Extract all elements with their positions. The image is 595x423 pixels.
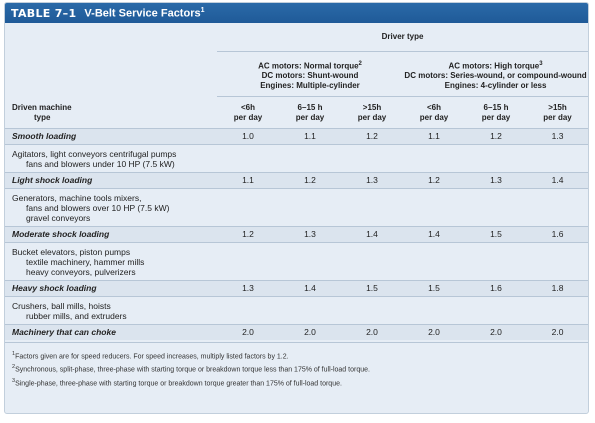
factor-value: 1.5 bbox=[465, 225, 527, 242]
factor-value: 1.2 bbox=[217, 225, 279, 242]
driver-group-normal-torque: AC motors: Normal torque2 DC motors: Shu… bbox=[258, 60, 362, 91]
factor-value: 2.0 bbox=[217, 323, 279, 340]
factor-value: 1.2 bbox=[279, 171, 341, 188]
factor-value: 1.3 bbox=[527, 127, 588, 144]
row-description: Bucket elevators, piston pumps textile m… bbox=[5, 241, 588, 280]
table-row: Smooth loading 1.0 1.1 1.2 1.1 1.2 1.3 bbox=[5, 127, 588, 144]
col-header: 6–15 h per day bbox=[295, 102, 325, 122]
factor-value: 1.1 bbox=[279, 127, 341, 144]
footnotes: 1Factors given are for speed reducers. F… bbox=[5, 342, 588, 389]
table-row: Heavy shock loading 1.3 1.4 1.5 1.5 1.6 … bbox=[5, 279, 588, 296]
factor-value: 1.1 bbox=[403, 127, 465, 144]
driven-machine-header: Driven machine type bbox=[12, 102, 72, 122]
factor-value: 1.3 bbox=[341, 171, 403, 188]
table-number: TABLE 7–1 bbox=[11, 6, 77, 20]
col-header: <6h per day bbox=[419, 102, 449, 122]
factor-value: 1.0 bbox=[217, 127, 279, 144]
factor-value: 1.5 bbox=[403, 279, 465, 296]
factor-value: 1.3 bbox=[279, 225, 341, 242]
row-description: Generators, machine tools mixers, fans a… bbox=[5, 187, 588, 226]
footnote: 1Factors given are for speed reducers. F… bbox=[12, 351, 289, 361]
factor-value: 1.2 bbox=[465, 127, 527, 144]
factor-value: 1.4 bbox=[527, 171, 588, 188]
factor-value: 1.4 bbox=[403, 225, 465, 242]
table-title: V-Belt Service Factors1 bbox=[84, 6, 205, 20]
table-row: Light shock loading 1.1 1.2 1.3 1.2 1.3 … bbox=[5, 171, 588, 188]
factor-value: 1.5 bbox=[341, 279, 403, 296]
table-row: Machinery that can choke 2.0 2.0 2.0 2.0… bbox=[5, 323, 588, 340]
factor-value: 1.8 bbox=[527, 279, 588, 296]
col-header: 6–15 h per day bbox=[481, 102, 511, 122]
col-header: >15h per day bbox=[357, 102, 387, 122]
factor-value: 1.6 bbox=[527, 225, 588, 242]
factor-value: 2.0 bbox=[465, 323, 527, 340]
factor-value: 1.4 bbox=[341, 225, 403, 242]
row-name: Moderate shock loading bbox=[5, 225, 217, 242]
factor-value: 1.2 bbox=[403, 171, 465, 188]
footnote: 2Synchronous, split-phase, three-phase w… bbox=[12, 364, 370, 374]
driver-type-header: Driver type bbox=[381, 31, 424, 41]
row-description: Crushers, ball mills, hoists rubber mill… bbox=[5, 295, 588, 324]
driver-group-high-torque: AC motors: High torque3 DC motors: Serie… bbox=[404, 60, 587, 91]
factor-value: 2.0 bbox=[279, 323, 341, 340]
factor-value: 1.1 bbox=[217, 171, 279, 188]
col-header: >15h per day bbox=[543, 102, 572, 122]
factor-value: 1.3 bbox=[217, 279, 279, 296]
factor-value: 2.0 bbox=[341, 323, 403, 340]
factor-value: 1.6 bbox=[465, 279, 527, 296]
factor-value: 2.0 bbox=[403, 323, 465, 340]
factor-value: 1.2 bbox=[341, 127, 403, 144]
factor-value: 2.0 bbox=[527, 323, 588, 340]
table-frame: TABLE 7–1 V-Belt Service Factors1 Driver… bbox=[4, 2, 589, 414]
footnote: 3Single-phase, three-phase with starting… bbox=[12, 377, 342, 387]
row-name: Heavy shock loading bbox=[5, 279, 217, 296]
service-factor-table: Driver type AC motors: Normal torque2 DC… bbox=[5, 23, 588, 340]
col-header: <6h per day bbox=[233, 102, 263, 122]
table-title-bar: TABLE 7–1 V-Belt Service Factors1 bbox=[5, 3, 588, 23]
factor-value: 1.3 bbox=[465, 171, 527, 188]
factor-value: 1.4 bbox=[279, 279, 341, 296]
row-name: Smooth loading bbox=[5, 127, 217, 144]
table-row: Moderate shock loading 1.2 1.3 1.4 1.4 1… bbox=[5, 225, 588, 242]
row-name: Machinery that can choke bbox=[5, 323, 217, 340]
row-name: Light shock loading bbox=[5, 171, 217, 188]
row-description: Agitators, light conveyors centrifugal p… bbox=[5, 143, 588, 172]
